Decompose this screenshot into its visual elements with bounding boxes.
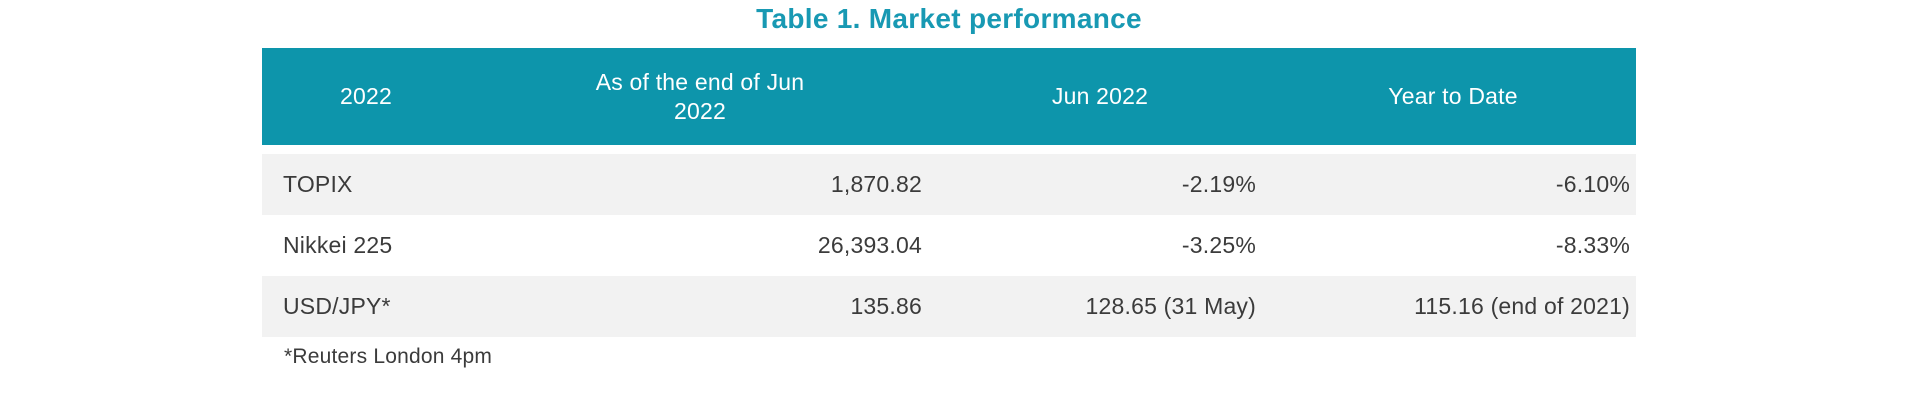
value-cell-year-to-date: 115.16 (end of 2021) [1414,293,1630,319]
value-cell-jun-2022: -2.19% [1181,171,1256,197]
row-label-cell: TOPIX [283,171,353,197]
value-cell-jun-2022: 128.65 (31 May) [1085,293,1256,319]
table-row-nikkei-225: Nikkei 225 26,393.04 -3.25% -8.33% [262,215,1636,276]
header-label: Jun 2022 [1051,83,1149,110]
header-cell-2022: 2022 [262,48,470,145]
value-cell-year-to-date: -6.10% [1555,171,1630,197]
table-row-topix: TOPIX 1,870.82 -2.19% -6.10% [262,154,1636,215]
header-body-divider [262,145,1636,154]
header-label: 2022 [340,83,392,110]
header-cell-jun-2022: Jun 2022 [930,48,1270,145]
market-performance-table: 2022 As of the end of Jun 2022 Jun 2022 … [262,48,1636,337]
row-label-cell: USD/JPY* [283,293,391,319]
header-cell-year-to-date: Year to Date [1270,48,1636,145]
table-footnote: *Reuters London 4pm [284,345,493,368]
row-label-cell: Nikkei 225 [283,232,393,258]
value-cell-end-of-jun: 26,393.04 [817,232,922,258]
header-label: As of the end of Jun 2022 [595,68,805,124]
value-cell-year-to-date: -8.33% [1555,232,1630,258]
table-header-row: 2022 As of the end of Jun 2022 Jun 2022 … [262,48,1636,145]
value-cell-end-of-jun: 1,870.82 [830,171,922,197]
table-row-usd-jpy: USD/JPY* 135.86 128.65 (31 May) 115.16 (… [262,276,1636,337]
table-title: Table 1. Market performance [756,3,1142,34]
header-label: Year to Date [1388,83,1518,110]
header-cell-as-of-end-of-jun: As of the end of Jun 2022 [470,48,930,145]
value-cell-jun-2022: -3.25% [1181,232,1256,258]
value-cell-end-of-jun: 135.86 [850,293,922,319]
